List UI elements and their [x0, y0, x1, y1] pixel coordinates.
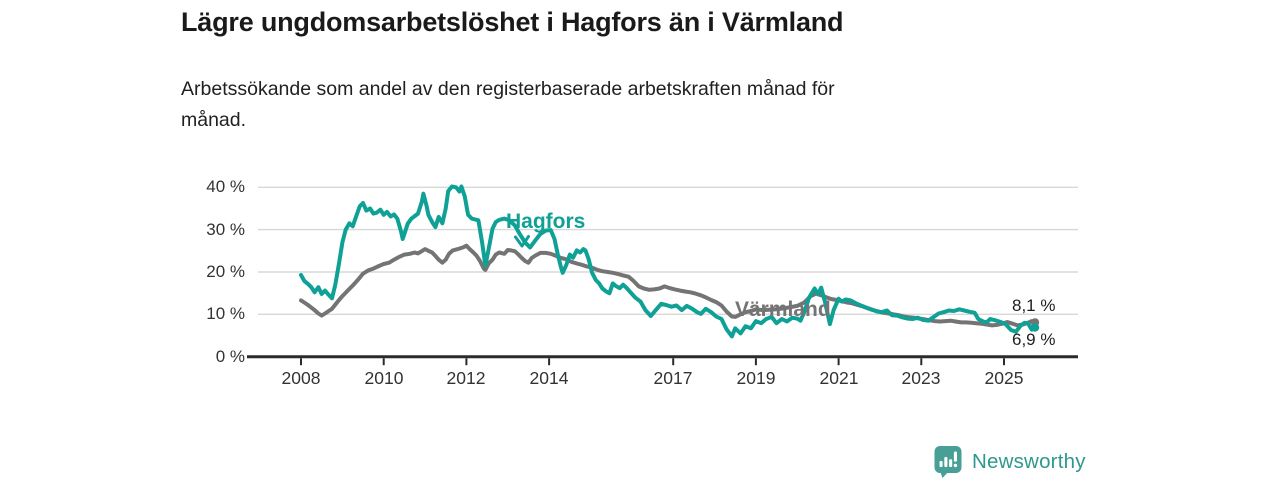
x-axis-label: 2025 [984, 368, 1024, 388]
series-line-vrmland [299, 243, 1037, 328]
hagfors-annotation-arrow-icon [514, 235, 530, 248]
x-axis-label: 2019 [736, 368, 776, 388]
newsworthy-logo-text: Newsworthy [972, 449, 1086, 473]
x-axis-label: 2010 [364, 368, 404, 388]
series-line-hagfors [299, 184, 1037, 339]
x-axis-label: 2023 [901, 368, 941, 388]
chart-title: Lägre ungdomsarbetslöshet i Hagfors än i… [181, 7, 844, 37]
newsworthy-logo[interactable]: Newsworthy [933, 445, 1086, 478]
newsworthy-logo-icon [934, 446, 962, 478]
y-axis-label: 30 % [206, 220, 245, 239]
x-axis-label: 2014 [529, 368, 569, 388]
y-axis-label: 20 % [206, 262, 245, 281]
chart-subtitle: Arbetssökande som andel av den registerb… [181, 78, 835, 131]
x-axis-label: 2021 [819, 368, 859, 388]
x-axis-label: 2017 [653, 368, 693, 388]
x-axis-label: 2012 [446, 368, 486, 388]
y-axis-label: 40 % [206, 177, 245, 196]
y-axis-label: 0 % [215, 347, 245, 366]
series-end-dot-hagfors [1030, 323, 1040, 332]
x-axis-label: 2008 [281, 368, 321, 388]
y-axis-label: 10 % [206, 304, 245, 323]
